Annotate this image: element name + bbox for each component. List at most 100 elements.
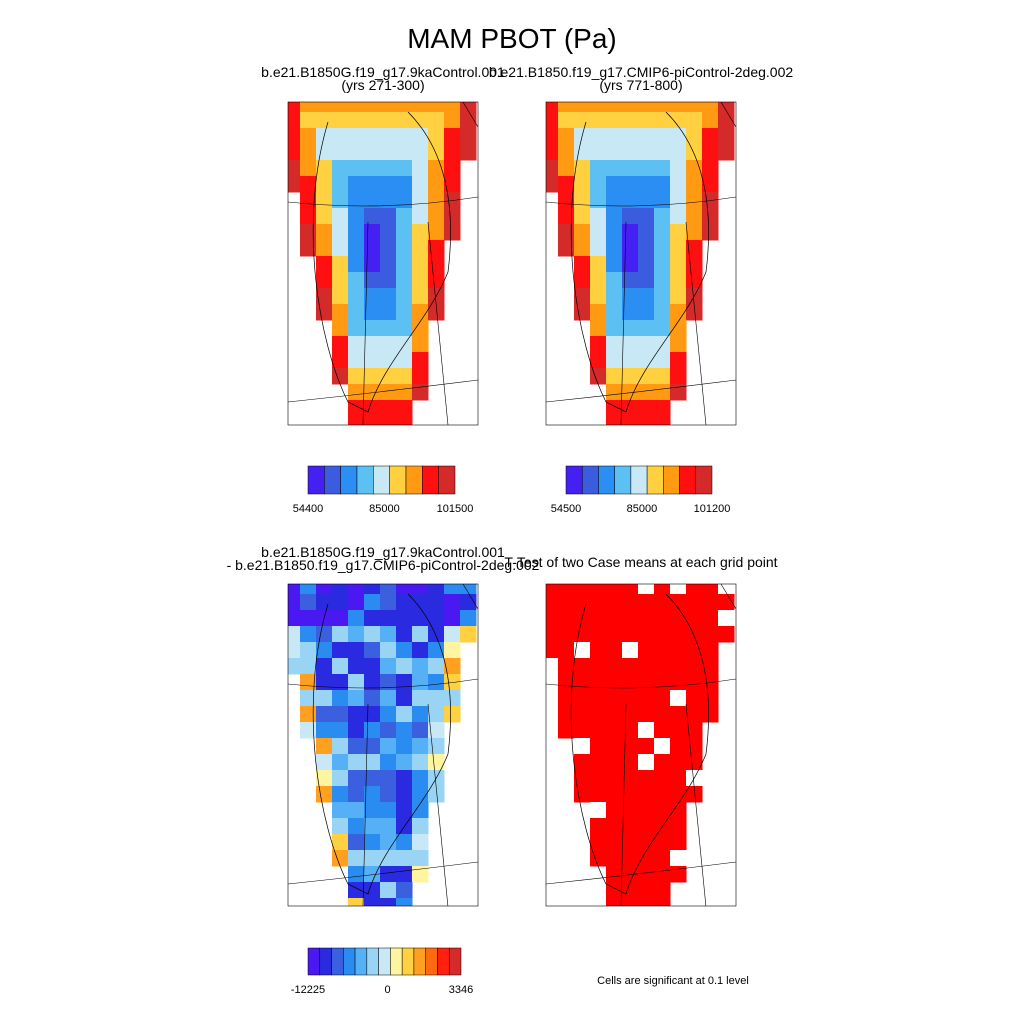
- map-cell: [686, 786, 703, 803]
- map-cell: [300, 584, 317, 595]
- map-cell: [380, 834, 397, 851]
- map-cell: [702, 160, 719, 177]
- map-cell: [396, 400, 413, 417]
- map-cell: [670, 304, 687, 321]
- map-cell: [348, 160, 365, 177]
- map-cell: [654, 866, 671, 883]
- map-cell: [288, 594, 301, 611]
- map-cell: [396, 240, 413, 257]
- map-cell: [300, 690, 317, 707]
- map-cell: [702, 674, 719, 691]
- map-cell: [606, 272, 623, 289]
- map-cell: [288, 128, 301, 145]
- map-cell: [638, 722, 655, 739]
- map-cell: [606, 384, 623, 401]
- map-cell: [590, 112, 607, 129]
- map-cell: [670, 802, 687, 819]
- map-cell: [670, 658, 687, 675]
- map-cell: [348, 610, 365, 627]
- map-cell: [702, 610, 719, 627]
- map-cell: [396, 738, 413, 755]
- meridian: [620, 703, 627, 906]
- map-cell: [396, 208, 413, 225]
- map-cell: [590, 786, 607, 803]
- map-cell: [348, 288, 365, 305]
- map-cell: [638, 352, 655, 369]
- map-cell: [622, 722, 639, 739]
- map-cell: [380, 882, 397, 899]
- panel-title: - b.e21.B1850.f19_g17.CMIP6-piControl-2d…: [227, 557, 540, 573]
- colorbar-swatch: [401, 947, 415, 976]
- colorbar-label: 101200: [694, 503, 731, 515]
- map-cell: [316, 626, 333, 643]
- map-cell: [412, 610, 429, 627]
- map-cell: [654, 240, 671, 257]
- map-cell: [574, 658, 591, 675]
- panel-title: b.e21.B1850.f19_g17.CMIP6-piControl-2deg…: [489, 64, 794, 80]
- map-cell: [590, 674, 607, 691]
- map-cell: [380, 754, 397, 771]
- map-cell: [428, 256, 445, 273]
- map-cell: [670, 224, 687, 241]
- map-cell: [622, 176, 639, 193]
- map-cell: [654, 304, 671, 321]
- map-cell: [316, 674, 333, 691]
- map-cell: [332, 706, 349, 723]
- map-cell: [316, 658, 333, 675]
- map-cell: [606, 610, 623, 627]
- map-cell: [574, 786, 591, 803]
- map-cell: [460, 584, 477, 595]
- map-cell: [364, 160, 381, 177]
- map-cell: [364, 802, 381, 819]
- map-cell: [670, 754, 687, 771]
- map-cell: [718, 626, 735, 643]
- map-cell: [444, 674, 461, 691]
- map-cell: [396, 658, 413, 675]
- map-cell: [622, 866, 639, 883]
- map-cell: [380, 352, 397, 369]
- map-cell: [412, 690, 429, 707]
- map-cell: [622, 272, 639, 289]
- map-cell: [590, 192, 607, 209]
- map-cell: [380, 144, 397, 161]
- map-cell: [288, 112, 301, 129]
- map-cell: [606, 786, 623, 803]
- map-cell: [558, 690, 575, 707]
- map-cell: [396, 754, 413, 771]
- colorbar-swatch: [378, 947, 391, 976]
- map-cell: [364, 754, 381, 771]
- map-cell: [670, 352, 687, 369]
- map-cell: [702, 690, 719, 707]
- colorbar-swatch: [422, 465, 439, 495]
- map-cell: [396, 384, 413, 401]
- colorbar-label: 54500: [551, 503, 582, 515]
- colorbar-swatch: [307, 947, 321, 976]
- map-cell: [316, 208, 333, 225]
- map-cell: [606, 818, 623, 835]
- map-cell: [638, 102, 655, 113]
- map-cell: [622, 144, 639, 161]
- map-cell: [380, 706, 397, 723]
- map-cell: [348, 368, 365, 385]
- map-cell: [670, 176, 687, 193]
- map-cell: [654, 850, 671, 867]
- map-cell: [606, 898, 623, 906]
- map-cell: [396, 416, 413, 425]
- map-cell: [412, 320, 429, 337]
- map-cell: [654, 786, 671, 803]
- colorbar-swatch: [646, 465, 664, 495]
- map-cell: [316, 176, 333, 193]
- map-cell: [558, 224, 575, 241]
- map-cell: [444, 626, 461, 643]
- map-cell: [396, 368, 413, 385]
- map-cell: [670, 690, 687, 707]
- map-cell: [558, 128, 575, 145]
- map-cell: [412, 256, 429, 273]
- map-cell: [428, 754, 445, 771]
- map-cell: [606, 626, 623, 643]
- map-cell: [396, 160, 413, 177]
- map-cell: [638, 898, 655, 906]
- map-cell: [558, 160, 575, 177]
- map-cell: [396, 288, 413, 305]
- map-cell: [606, 256, 623, 273]
